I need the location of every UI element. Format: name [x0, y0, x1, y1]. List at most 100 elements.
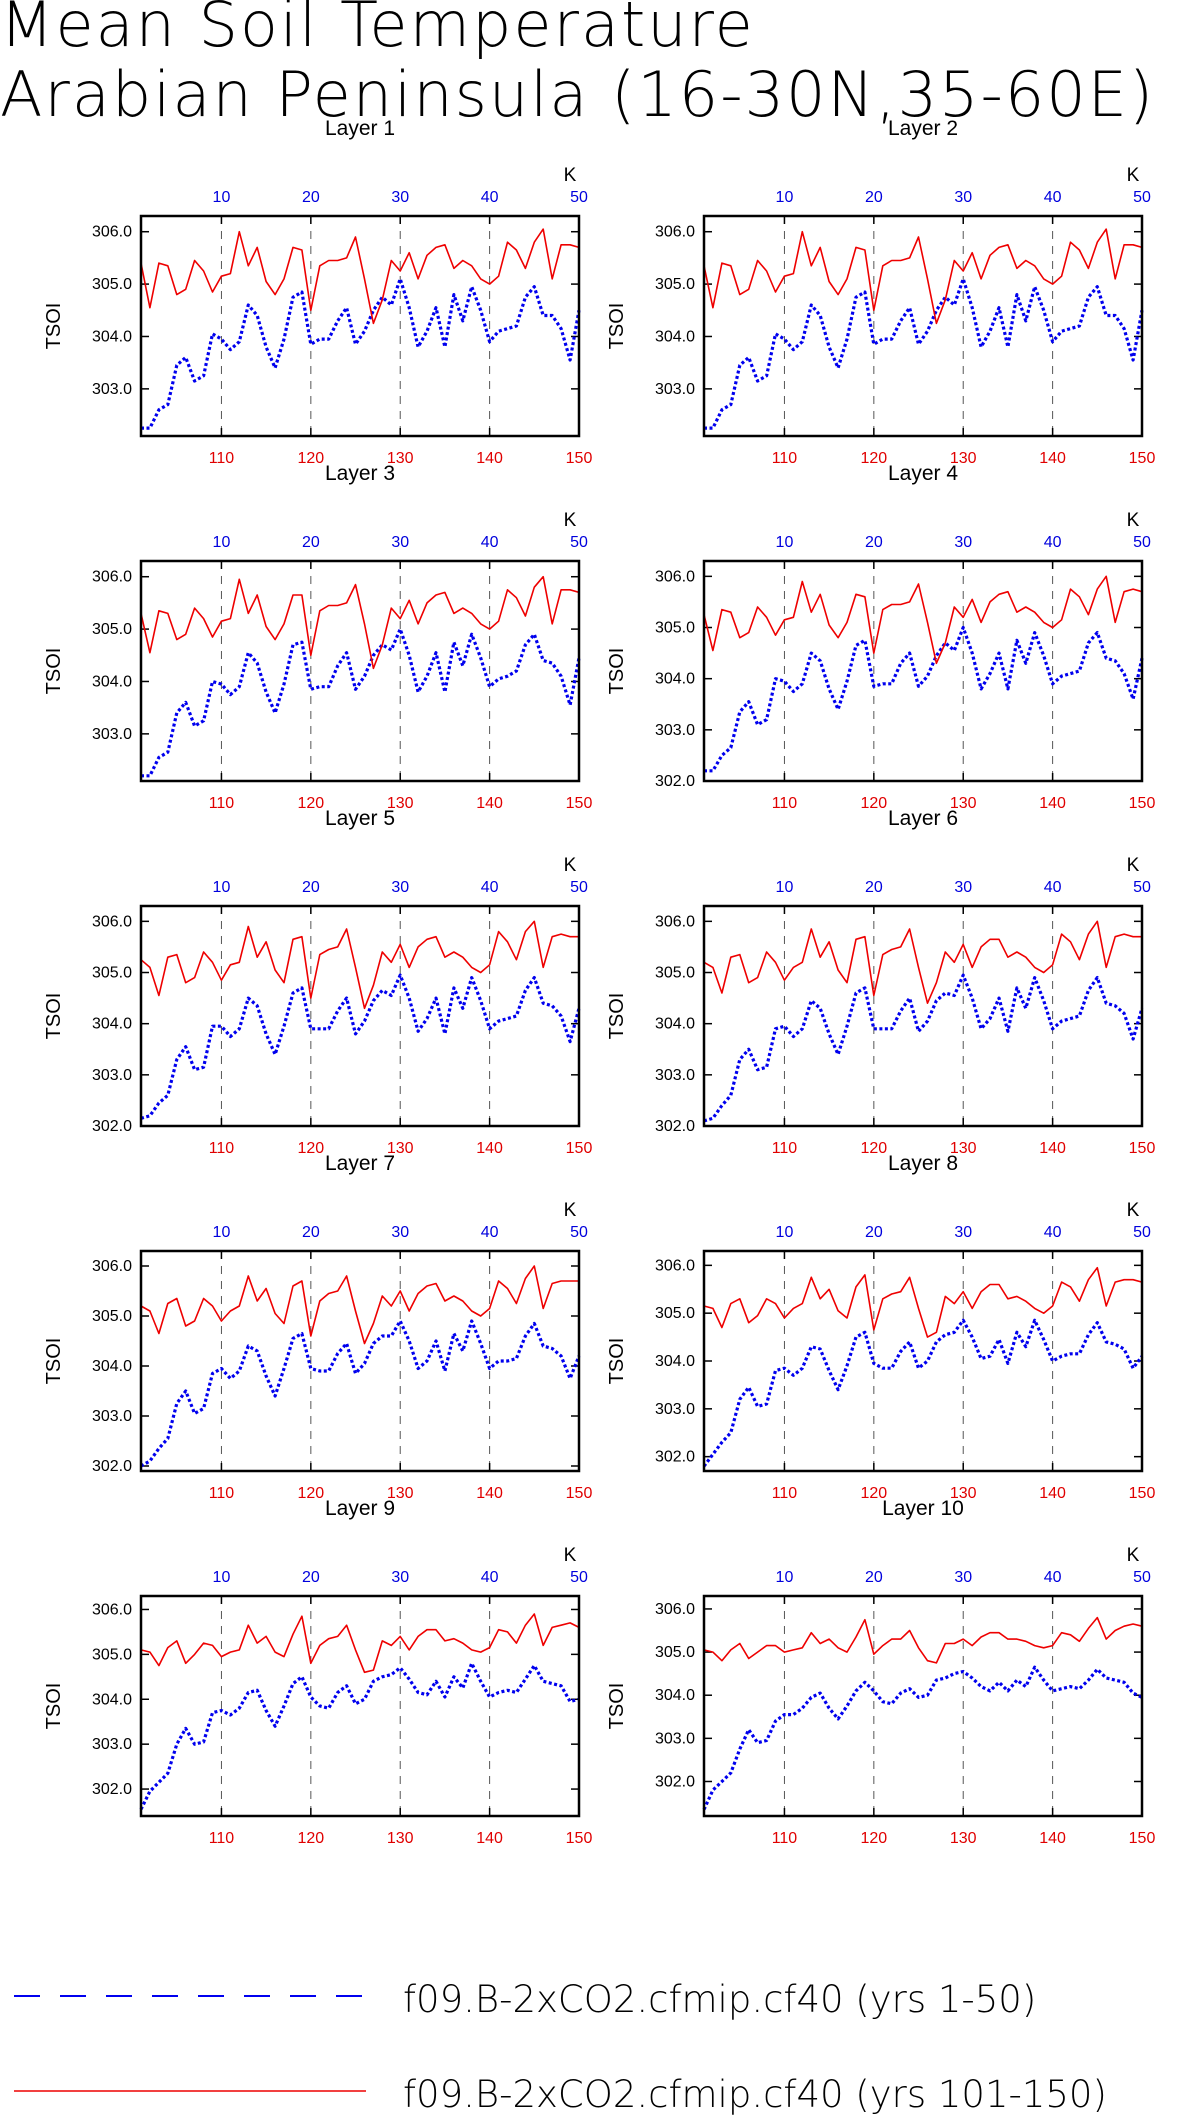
x-tick-label: 150 [566, 1140, 593, 1157]
top-tick-label: 50 [570, 1224, 588, 1241]
y-tick-label: 302.0 [92, 1458, 132, 1475]
top-tick-label: 40 [1044, 1569, 1062, 1586]
series-line-red [140, 575, 580, 670]
x-tick-label: 120 [860, 450, 887, 467]
top-tick-label: 20 [302, 1569, 320, 1586]
y-tick-label: 304.0 [655, 1016, 695, 1033]
x-tick-label: 120 [860, 1140, 887, 1157]
y-tick-label: 304.0 [92, 673, 132, 690]
panel-title: Layer 1 [325, 117, 395, 140]
x-tick-label: 130 [387, 1485, 414, 1502]
top-axis-label: K [1127, 510, 1140, 531]
x-tick-label: 150 [1129, 450, 1156, 467]
y-tick-label: 305.0 [92, 965, 132, 982]
top-axis-label: K [1127, 1200, 1140, 1221]
x-tick-label: 130 [950, 1485, 977, 1502]
top-tick-label: 40 [481, 534, 499, 551]
top-tick-label: 50 [1133, 879, 1151, 896]
x-tick-label: 130 [387, 1830, 414, 1847]
y-tick-label: 304.0 [655, 328, 695, 345]
y-axis-label: TSOI [606, 1338, 628, 1385]
y-tick-label: 306.0 [655, 913, 695, 930]
top-tick-label: 40 [1044, 534, 1062, 551]
x-tick-label: 110 [772, 1485, 798, 1502]
top-tick-label: 30 [954, 879, 972, 896]
top-tick-label: 40 [1044, 189, 1062, 206]
top-tick-label: 20 [865, 189, 883, 206]
x-tick-label: 150 [566, 795, 593, 812]
y-tick-label: 306.0 [92, 224, 132, 241]
y-tick-label: 303.0 [92, 381, 132, 398]
panel-title: Layer 7 [325, 1152, 395, 1175]
top-tick-label: 30 [391, 1569, 409, 1586]
x-tick-label: 120 [297, 795, 324, 812]
y-axis-label: TSOI [606, 1683, 628, 1730]
y-tick-label: 306.0 [92, 1258, 132, 1275]
y-tick-label: 305.0 [92, 1308, 132, 1325]
top-tick-label: 10 [776, 1224, 794, 1241]
y-tick-label: 303.0 [655, 1401, 695, 1418]
series-line-blue [704, 277, 1144, 430]
top-tick-label: 20 [865, 1569, 883, 1586]
top-tick-label: 40 [1044, 1224, 1062, 1241]
top-tick-label: 50 [570, 534, 588, 551]
x-tick-label: 110 [209, 1485, 235, 1502]
y-axis-label: TSOI [606, 648, 628, 695]
series-line-red [703, 1616, 1143, 1664]
y-tick-label: 303.0 [92, 1067, 132, 1084]
x-tick-label: 130 [387, 1140, 414, 1157]
top-tick-label: 40 [481, 879, 499, 896]
plot-frame [702, 904, 1144, 1128]
x-tick-label: 150 [1129, 1830, 1156, 1847]
x-tick-label: 110 [209, 795, 235, 812]
y-tick-label: 305.0 [655, 1644, 695, 1661]
series-line-red [703, 575, 1143, 665]
top-tick-label: 20 [302, 879, 320, 896]
panel-5: Layer 5 302.0 303.0 304.0 305.0 306.0 110 120 13… [43, 807, 592, 1157]
plot-frame [139, 1249, 581, 1473]
title-line-1: Mean Soil Temperature [0, 0, 755, 61]
top-axis-label: K [1127, 855, 1140, 876]
x-tick-label: 140 [1039, 795, 1066, 812]
plot-frame [702, 1594, 1144, 1818]
top-tick-label: 10 [776, 1569, 794, 1586]
y-tick-label: 303.0 [655, 381, 695, 398]
x-tick-label: 140 [1039, 1140, 1066, 1157]
series-line-red [140, 228, 580, 325]
x-tick-label: 120 [297, 1830, 324, 1847]
x-tick-label: 150 [1129, 1485, 1156, 1502]
panel-3: Layer 3 303.0 304.0 305.0 306.0 110 120 130 140 1… [43, 462, 592, 812]
plot-frame [702, 559, 1144, 783]
legend-label-blue: f09.B-2xCO2.cfmip.cf40 (yrs 1-50) [403, 1978, 1036, 2021]
y-tick-label: 304.0 [92, 1016, 132, 1033]
x-tick-label: 110 [209, 1140, 235, 1157]
plot-frame [702, 1249, 1144, 1473]
y-tick-label: 303.0 [92, 726, 132, 743]
y-axis-label: TSOI [606, 303, 628, 350]
series-line-blue [140, 973, 581, 1120]
y-tick-label: 302.0 [655, 1773, 695, 1790]
panel-10: Layer 10 302.0 303.0 304.0 305.0 306.0 110 120 1… [606, 1497, 1155, 1847]
y-axis-label: TSOI [43, 303, 65, 350]
x-tick-label: 130 [950, 1830, 977, 1847]
top-tick-label: 10 [213, 534, 231, 551]
x-tick-label: 130 [950, 795, 977, 812]
series-line-blue [702, 1318, 1144, 1468]
panel-title: Layer 4 [888, 462, 958, 485]
y-tick-label: 302.0 [655, 773, 695, 790]
top-tick-label: 30 [954, 189, 972, 206]
top-tick-label: 50 [1133, 189, 1151, 206]
y-tick-label: 305.0 [655, 1305, 695, 1322]
top-tick-label: 40 [481, 1224, 499, 1241]
y-tick-label: 303.0 [92, 1736, 132, 1753]
x-tick-label: 120 [860, 1830, 887, 1847]
panel-grid: Layer 1 303.0 304.0 305.0 306.0 110 120 130 140 1… [43, 117, 1155, 1847]
x-tick-label: 130 [387, 795, 414, 812]
y-tick-label: 305.0 [92, 276, 132, 293]
top-tick-label: 30 [954, 534, 972, 551]
x-tick-label: 110 [209, 1830, 235, 1847]
x-tick-label: 110 [772, 1140, 798, 1157]
series-line-red [140, 920, 579, 1010]
y-tick-label: 304.0 [655, 671, 695, 688]
y-tick-label: 303.0 [92, 1408, 132, 1425]
